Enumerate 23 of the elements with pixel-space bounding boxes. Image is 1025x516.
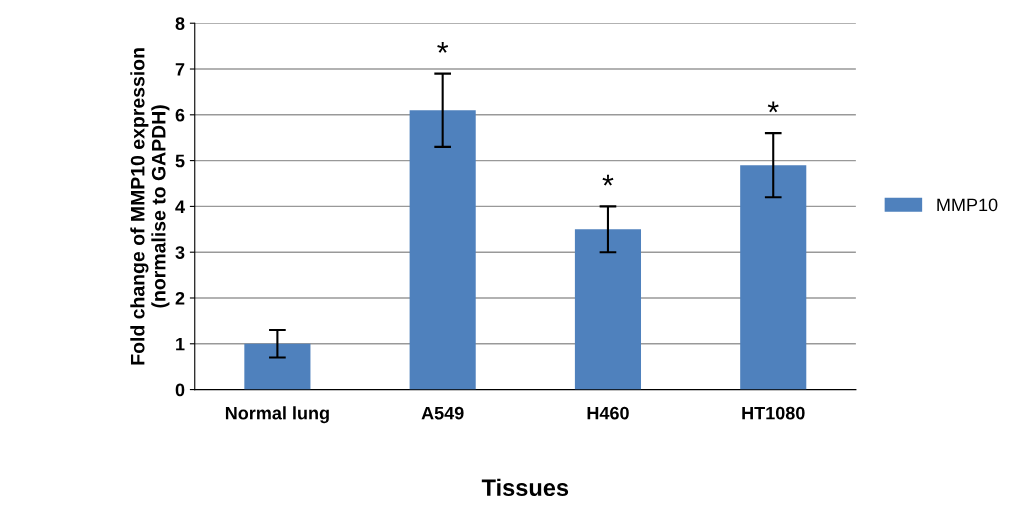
y-tick-label: 2: [175, 291, 185, 305]
annotation: *: [602, 174, 614, 186]
y-tick-label: 4: [175, 200, 185, 213]
y-axis-title: Fold change of MMP10 expression (normalise to GAPDH): [130, 48, 170, 365]
annotation: *: [767, 101, 779, 113]
bar: [409, 110, 476, 390]
bar: [740, 165, 807, 390]
y-tick-label: 0: [175, 383, 185, 397]
bar: [244, 343, 311, 390]
legend-label: MMP10: [937, 198, 998, 212]
annotation: *: [437, 42, 449, 53]
bar: [574, 229, 642, 390]
x-tick-label: Normal lung: [225, 406, 329, 424]
y-tick-label: 1: [176, 337, 185, 351]
x-tick-label: A549: [421, 406, 464, 420]
x-tick-label: HT1080: [742, 406, 805, 420]
y-tick-label: 7: [175, 63, 185, 76]
y-tick-label: 3: [175, 246, 185, 259]
y-tick-label: 5: [175, 154, 185, 168]
x-tick-label: H460: [587, 406, 629, 420]
y-tick-label: 8: [175, 17, 185, 30]
x-axis-title: Tissues: [481, 478, 569, 497]
y-tick-label: 6: [175, 108, 185, 122]
